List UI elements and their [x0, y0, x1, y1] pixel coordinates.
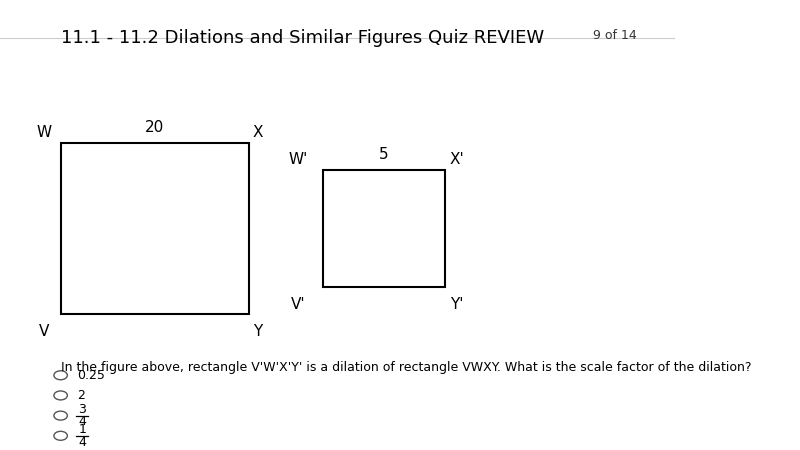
Text: Y: Y — [253, 324, 262, 339]
Text: 20: 20 — [146, 120, 165, 135]
Bar — [61, 144, 250, 314]
Text: In the figure above, rectangle V'W'X'Y' is a dilation of rectangle VWXY. What is: In the figure above, rectangle V'W'X'Y' … — [61, 361, 751, 374]
Text: 4: 4 — [78, 415, 86, 428]
Text: 3: 3 — [78, 403, 86, 416]
Text: V: V — [38, 324, 49, 339]
Text: W': W' — [288, 152, 307, 166]
Text: 2: 2 — [78, 389, 86, 402]
Bar — [323, 171, 445, 287]
Text: W: W — [36, 125, 51, 140]
Text: 9 of 14: 9 of 14 — [593, 29, 637, 42]
Text: X: X — [252, 125, 262, 140]
Text: V': V' — [290, 297, 305, 312]
Text: 11.1 - 11.2 Dilations and Similar Figures Quiz REVIEW: 11.1 - 11.2 Dilations and Similar Figure… — [61, 29, 544, 47]
Text: 0.25: 0.25 — [78, 369, 106, 382]
Text: 1: 1 — [78, 423, 86, 436]
Text: 5: 5 — [379, 147, 389, 162]
Text: 4: 4 — [78, 436, 86, 449]
Text: X': X' — [450, 152, 464, 166]
Text: Y': Y' — [450, 297, 463, 312]
